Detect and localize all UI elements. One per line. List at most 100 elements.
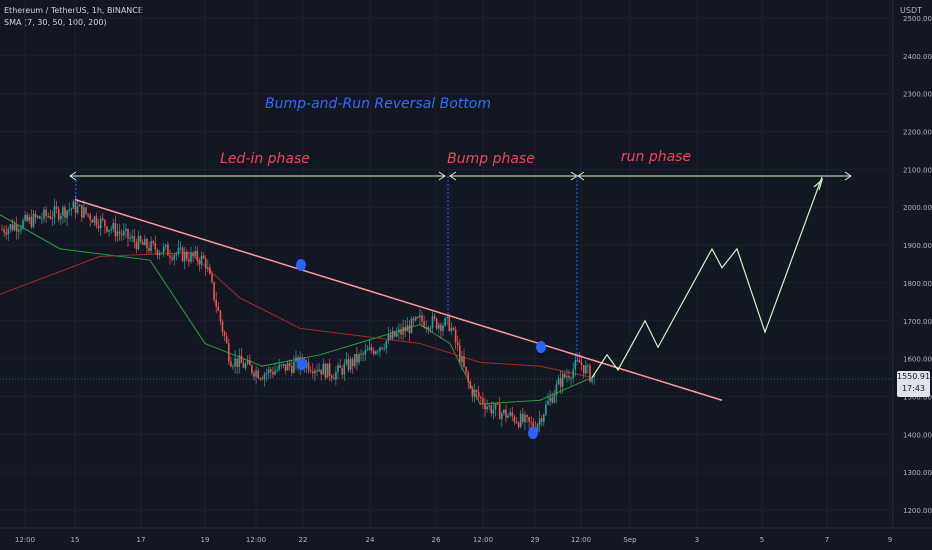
- candle-body: [276, 369, 278, 371]
- candle-body: [511, 412, 514, 417]
- candle-body: [545, 404, 547, 415]
- candle-body: [177, 248, 180, 254]
- candle-body: [232, 366, 234, 368]
- candle-body: [496, 403, 499, 405]
- candle-body: [30, 216, 33, 227]
- candle-body: [354, 354, 356, 367]
- candle-body: [102, 218, 104, 220]
- price-tick-label: 1300.00: [903, 469, 932, 477]
- pivot-marker: [296, 259, 306, 271]
- candle-body: [314, 370, 316, 374]
- candle-body: [309, 370, 312, 372]
- candle-body: [156, 249, 159, 256]
- candle-body: [171, 257, 173, 260]
- candle-body: [538, 418, 541, 425]
- candle-body: [480, 397, 482, 399]
- candle-body: [582, 365, 585, 374]
- candle-body: [257, 370, 259, 379]
- time-tick-label: 9: [888, 536, 892, 544]
- candle-body: [135, 242, 138, 250]
- candle-body: [51, 217, 54, 219]
- phase-label: Bump phase: [447, 151, 535, 167]
- candle-body: [85, 207, 87, 214]
- price-axis[interactable]: 1200.00 1300.00 1400.00 1500.00 1600.00 1700.…: [892, 0, 932, 528]
- candle-body: [503, 409, 505, 414]
- symbol-header[interactable]: Ethereum / TetherUS, 1h, BINANCE: [4, 6, 143, 15]
- candle-body: [435, 318, 438, 329]
- ledin-phase-arrow-left-head: [69, 171, 77, 181]
- time-tick-label: 7: [825, 536, 829, 544]
- time-tick-label: 15: [71, 536, 80, 544]
- pivot-marker: [297, 358, 307, 370]
- candle-body: [555, 384, 558, 396]
- candle-body: [162, 246, 165, 253]
- indicator-legend[interactable]: SMA (7, 30, 50, 100, 200): [4, 18, 107, 27]
- price-tick-label: 2100.00: [903, 166, 932, 174]
- candle-body: [549, 397, 551, 401]
- candle-body: [221, 321, 224, 332]
- candle-body: [288, 363, 291, 367]
- candle-body: [22, 220, 24, 229]
- candles: [1, 195, 595, 435]
- candle-body: [337, 364, 339, 373]
- candle-body: [253, 372, 255, 377]
- candle-body: [574, 360, 577, 370]
- candle-body: [137, 236, 140, 250]
- candle-body: [414, 317, 417, 321]
- time-tick-label: 5: [760, 536, 764, 544]
- bump-phase-arrow-left-head: [449, 171, 457, 181]
- candle-body: [368, 347, 371, 350]
- candle-body: [522, 413, 524, 422]
- candle-body: [349, 359, 352, 370]
- candle-body: [526, 415, 528, 418]
- candle-body: [76, 206, 79, 213]
- candle-body: [551, 397, 553, 403]
- candle-body: [408, 325, 411, 334]
- candle-body: [3, 229, 5, 233]
- candle-body: [482, 398, 484, 405]
- candle-body: [507, 415, 509, 418]
- candle-body: [190, 252, 192, 262]
- candle-body: [356, 354, 358, 363]
- candle-body: [293, 361, 295, 373]
- price-tick-label: 2500.00: [903, 15, 932, 23]
- candle-body: [13, 224, 16, 231]
- candle-body: [261, 378, 264, 380]
- candle-body: [524, 415, 526, 422]
- candle-body: [379, 347, 381, 352]
- candle-body: [381, 347, 383, 349]
- candle-body: [131, 236, 133, 238]
- candle-body: [473, 389, 476, 397]
- candle-body: [400, 329, 402, 335]
- candle-body: [158, 253, 161, 256]
- run-phase-arrow-left-head: [577, 171, 585, 181]
- price-tick-label: 1800.00: [903, 280, 932, 288]
- phase-label: run phase: [621, 149, 691, 165]
- candle-body: [389, 334, 392, 339]
- candle-body: [213, 281, 215, 300]
- candle-body: [324, 364, 327, 378]
- candle-body: [68, 209, 70, 211]
- time-tick-label: 26: [432, 536, 441, 544]
- candle-body: [286, 363, 289, 371]
- candle-body: [450, 327, 453, 331]
- candle-body: [351, 359, 354, 367]
- candle-body: [219, 310, 222, 322]
- candle-body: [99, 218, 102, 229]
- candle-body: [9, 224, 12, 229]
- candle-body: [339, 364, 341, 368]
- price-tick-label: 1200.00: [903, 507, 932, 515]
- candle-body: [249, 360, 251, 366]
- candle-body: [87, 213, 89, 215]
- candle-body: [64, 207, 66, 218]
- time-axis[interactable]: 12:00 15 17 19 12:00 22 24 26 12:00 29 12:00 Sep 3 5 7…: [0, 527, 932, 544]
- candle-body: [366, 349, 369, 351]
- candle-body: [263, 374, 266, 380]
- candle-body: [148, 248, 150, 251]
- candle-body: [15, 224, 18, 232]
- candle-body: [377, 351, 379, 353]
- candle-body: [570, 378, 572, 380]
- time-tick-label: 12:00: [246, 536, 266, 544]
- candle-body: [104, 219, 106, 227]
